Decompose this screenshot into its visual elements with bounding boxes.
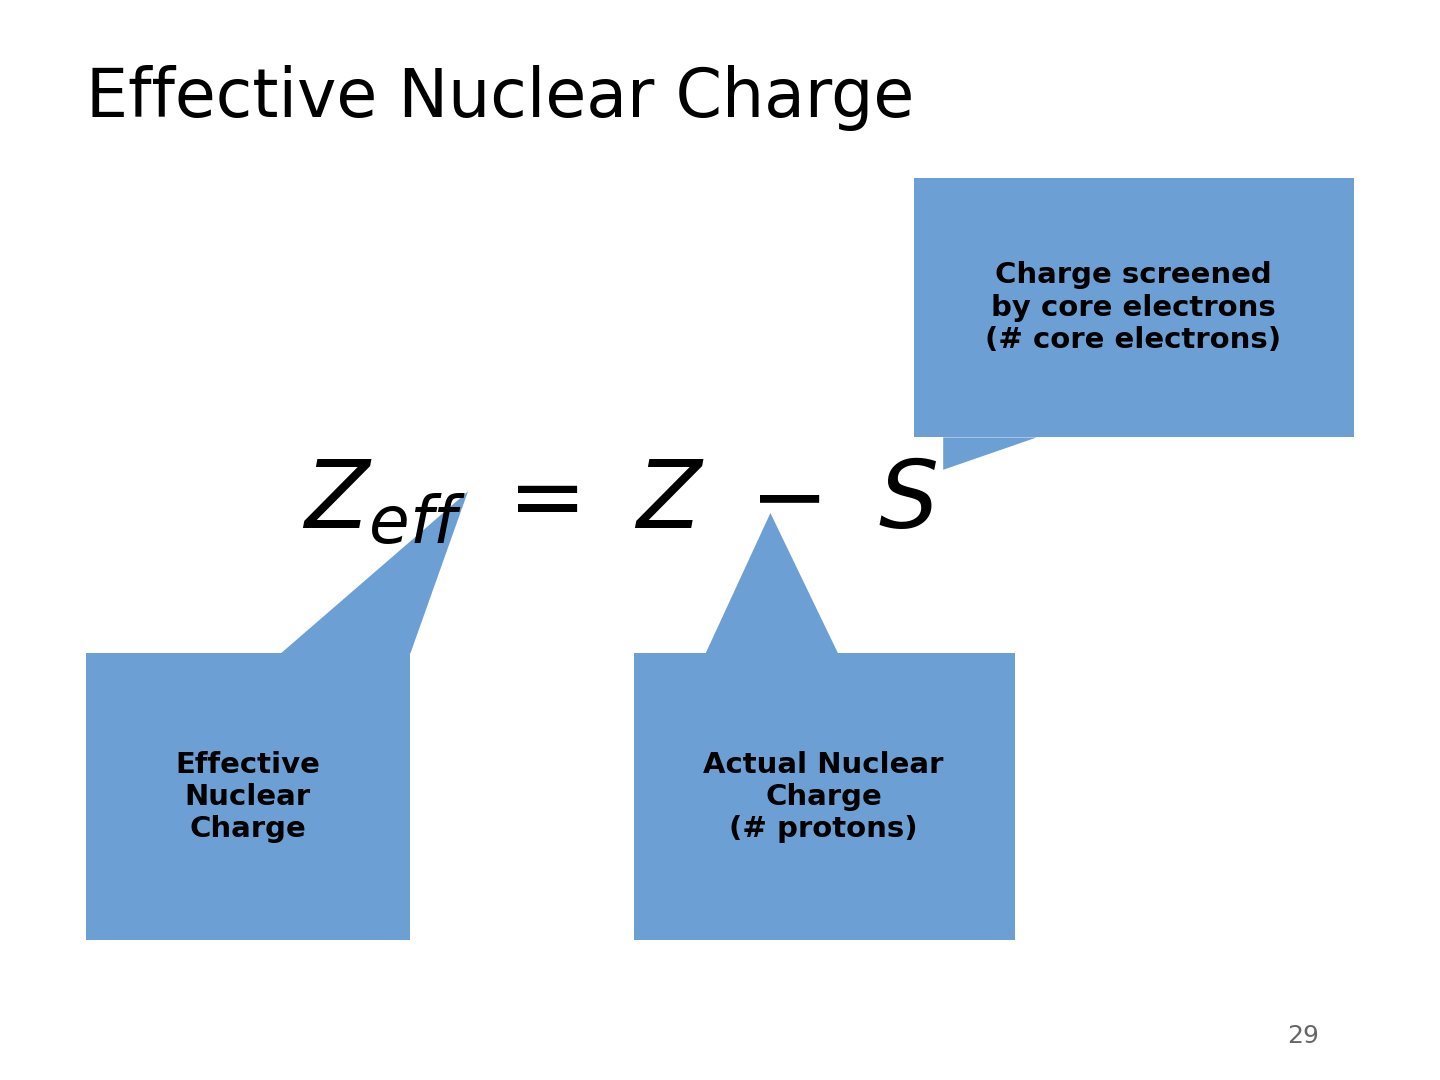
Polygon shape [943,437,1037,470]
FancyBboxPatch shape [914,178,1354,437]
Text: Effective
Nuclear
Charge: Effective Nuclear Charge [176,751,320,843]
FancyBboxPatch shape [634,653,1015,940]
Text: 29: 29 [1287,1024,1319,1048]
FancyBboxPatch shape [86,653,410,940]
Text: $\mathit{Z}_{\mathit{eff}}\ =\ \mathit{Z}\ -\ \mathit{S}$: $\mathit{Z}_{\mathit{eff}}\ =\ \mathit{Z… [301,456,937,549]
Text: Effective Nuclear Charge: Effective Nuclear Charge [86,65,914,131]
Text: Actual Nuclear
Charge
(# protons): Actual Nuclear Charge (# protons) [704,751,943,843]
Polygon shape [281,491,468,653]
Polygon shape [706,513,838,653]
Text: Charge screened
by core electrons
(# core electrons): Charge screened by core electrons (# cor… [985,261,1282,354]
